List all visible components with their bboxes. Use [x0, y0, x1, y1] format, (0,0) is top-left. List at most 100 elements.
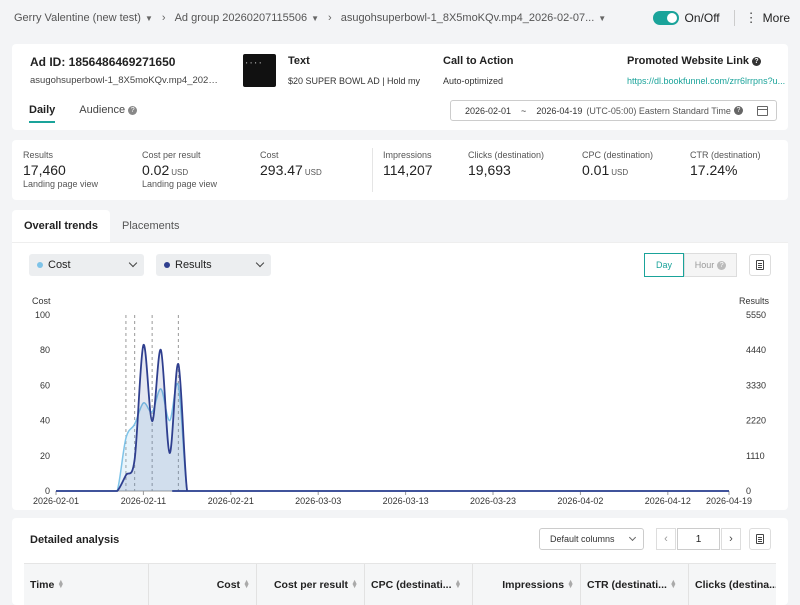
metric-number: 293.47 — [260, 162, 303, 178]
series-area-results — [56, 344, 729, 491]
trend-chart: Cost Results 0 20 40 60 80 100 0 1110 2220 3330 4440… — [32, 296, 770, 506]
y-axis-left-title: Cost — [32, 296, 51, 306]
help-icon[interactable]: ? — [733, 106, 743, 115]
next-page-button[interactable]: › — [721, 528, 741, 550]
help-icon[interactable]: ? — [128, 106, 138, 115]
metric-label: Results — [23, 150, 54, 160]
breadcrumb-ad[interactable]: asugohsuperbowl-1_8X5moKQv.mp4_2026-02-0… — [341, 12, 607, 24]
website-link[interactable]: https://dl.bookfunnel.com/zrr6lrrpns?u..… — [627, 76, 786, 86]
tab-placements[interactable]: Placements — [121, 220, 180, 232]
columns-select[interactable]: Default columns — [539, 528, 644, 550]
hour-button[interactable]: Hour? — [684, 253, 737, 277]
metric-value: 0.01 USD — [582, 162, 653, 178]
column-header-impressions[interactable]: Impressions ▲ ▼ — [473, 564, 581, 605]
x-tick-label: 2026-04-12 — [645, 496, 691, 506]
x-tick-label: 2026-02-11 — [121, 496, 166, 506]
website-link-header: Promoted Website Link? — [627, 55, 762, 67]
right-metric-dropdown[interactable]: Results — [156, 254, 271, 276]
chevron-down-icon — [628, 533, 637, 542]
video-thumbnail[interactable]: ▪ ▪ ▪ ▪ — [243, 54, 276, 87]
metric-ctr: CTR (destination) 17.24% — [690, 150, 761, 178]
metric-label: Cost — [260, 150, 279, 160]
sort-icon: ▲ ▼ — [351, 579, 358, 590]
day-button[interactable]: Day — [644, 253, 684, 277]
metric-value: 293.47 USD — [260, 162, 322, 178]
chevron-down-icon — [255, 258, 265, 268]
table-header: Time ▲ ▼ Cost ▲ ▼ Cost per result ▲ ▼ CPC (des… — [24, 563, 776, 605]
export-button[interactable] — [749, 528, 771, 550]
y-tick-left: 100 — [35, 310, 50, 320]
tab-overall-trends[interactable]: Overall trends — [12, 210, 110, 242]
download-button[interactable] — [749, 254, 771, 276]
y-axis-right-title: Results — [739, 296, 770, 306]
help-icon[interactable]: ? — [752, 57, 762, 66]
page-input[interactable]: 1 — [677, 528, 720, 550]
x-tick-label: 2026-03-13 — [383, 496, 429, 506]
x-tick-label: 2026-04-19 — [706, 496, 752, 506]
metric-number: 0.02 — [142, 162, 170, 178]
breadcrumb-ad-group[interactable]: Ad group 20260207115506 ▼ — [175, 12, 319, 24]
left-metric-dropdown[interactable]: Cost — [29, 254, 144, 276]
metric-unit: USD — [171, 168, 189, 177]
on-off-toggle[interactable] — [652, 11, 679, 25]
date-separator: ~ — [521, 105, 527, 116]
date-end: 2026-04-19 — [536, 105, 583, 116]
hour-label: Hour — [694, 260, 715, 270]
sort-icon: ▲ ▼ — [567, 579, 574, 590]
calendar-icon — [757, 105, 768, 116]
y-tick-left: 20 — [40, 451, 50, 461]
top-bar: Gerry Valentine (new test) ▼ › Ad group … — [0, 0, 800, 36]
breadcrumb-account[interactable]: Gerry Valentine (new test) ▼ — [14, 12, 153, 24]
x-tick-label: 2026-04-02 — [557, 496, 603, 506]
caret-down-icon: ▼ — [144, 13, 153, 23]
y-tick-right: 0 — [746, 486, 751, 496]
tab-audience-label: Audience — [79, 104, 126, 116]
sort-icon: ▲ ▼ — [57, 579, 65, 590]
more-vertical-icon[interactable]: ⋮ — [744, 10, 758, 25]
metric-sub: Landing page view — [23, 179, 99, 189]
x-tick-label: 2026-03-03 — [295, 496, 341, 506]
metric-number: 0.01 — [582, 162, 610, 178]
ad-id: Ad ID: 1856486469271650 — [30, 55, 176, 69]
download-icon — [756, 260, 764, 270]
metric-value: 0.02 USD — [142, 162, 217, 178]
breadcrumb-ad-group-label: Ad group 20260207115506 — [174, 12, 308, 24]
column-header-cost[interactable]: Cost ▲ ▼ — [149, 564, 257, 605]
caret-down-icon: ▼ — [311, 13, 320, 23]
detailed-analysis-card: Detailed analysis Default columns ‹ 1 › … — [12, 518, 788, 605]
metric-value: 114,207 — [383, 162, 433, 178]
series-dot-results — [164, 262, 170, 268]
tab-audience[interactable]: Audience? — [79, 104, 138, 123]
more-button[interactable]: More — [762, 11, 790, 25]
column-label: Cost per result — [273, 579, 349, 591]
prev-page-button[interactable]: ‹ — [656, 528, 676, 550]
help-icon: ? — [717, 260, 727, 270]
x-tick-label: 2026-02-21 — [208, 496, 254, 506]
download-icon — [756, 534, 764, 544]
cta-value: Auto-optimized — [443, 76, 504, 86]
y-tick-right: 2220 — [746, 416, 766, 426]
metric-cost-per-result: Cost per result 0.02 USD Landing page vie… — [142, 150, 217, 189]
detail-tabs: Daily Audience? — [29, 104, 161, 123]
columns-select-label: Default columns — [550, 534, 615, 544]
date-range-picker[interactable]: 2026-02-01 ~ 2026-04-19 (UTC-05:00) East… — [450, 100, 777, 121]
column-label: CTR (destinati... — [587, 579, 667, 591]
y-tick-right: 3330 — [746, 380, 766, 390]
column-header-cpc[interactable]: CPC (destinati... ▲ ▼ — [365, 564, 473, 605]
column-header-cost-per-result[interactable]: Cost per result ▲ ▼ — [257, 564, 365, 605]
tab-daily[interactable]: Daily — [29, 104, 56, 123]
metric-value: 17.24% — [690, 162, 738, 178]
column-header-time[interactable]: Time ▲ ▼ — [24, 564, 149, 605]
detailed-analysis-title: Detailed analysis — [30, 534, 120, 546]
on-off-label: On/Off — [684, 11, 720, 25]
column-label: CPC (destinati... — [371, 579, 452, 591]
column-header-ctr[interactable]: CTR (destinati... ▲ ▼ — [581, 564, 689, 605]
chevron-down-icon — [128, 258, 138, 268]
left-metric-label: Cost — [48, 259, 71, 271]
metric-label: Impressions — [383, 150, 432, 160]
metric-value: 17,460 — [23, 162, 66, 178]
x-tick-label: 2026-02-01 — [33, 496, 79, 506]
ad-text-value: $20 SUPER BOWL AD | Hold my b — [288, 76, 420, 86]
column-header-clicks[interactable]: Clicks (destina...▲▼ — [689, 564, 776, 605]
metric-unit: USD — [611, 168, 629, 177]
